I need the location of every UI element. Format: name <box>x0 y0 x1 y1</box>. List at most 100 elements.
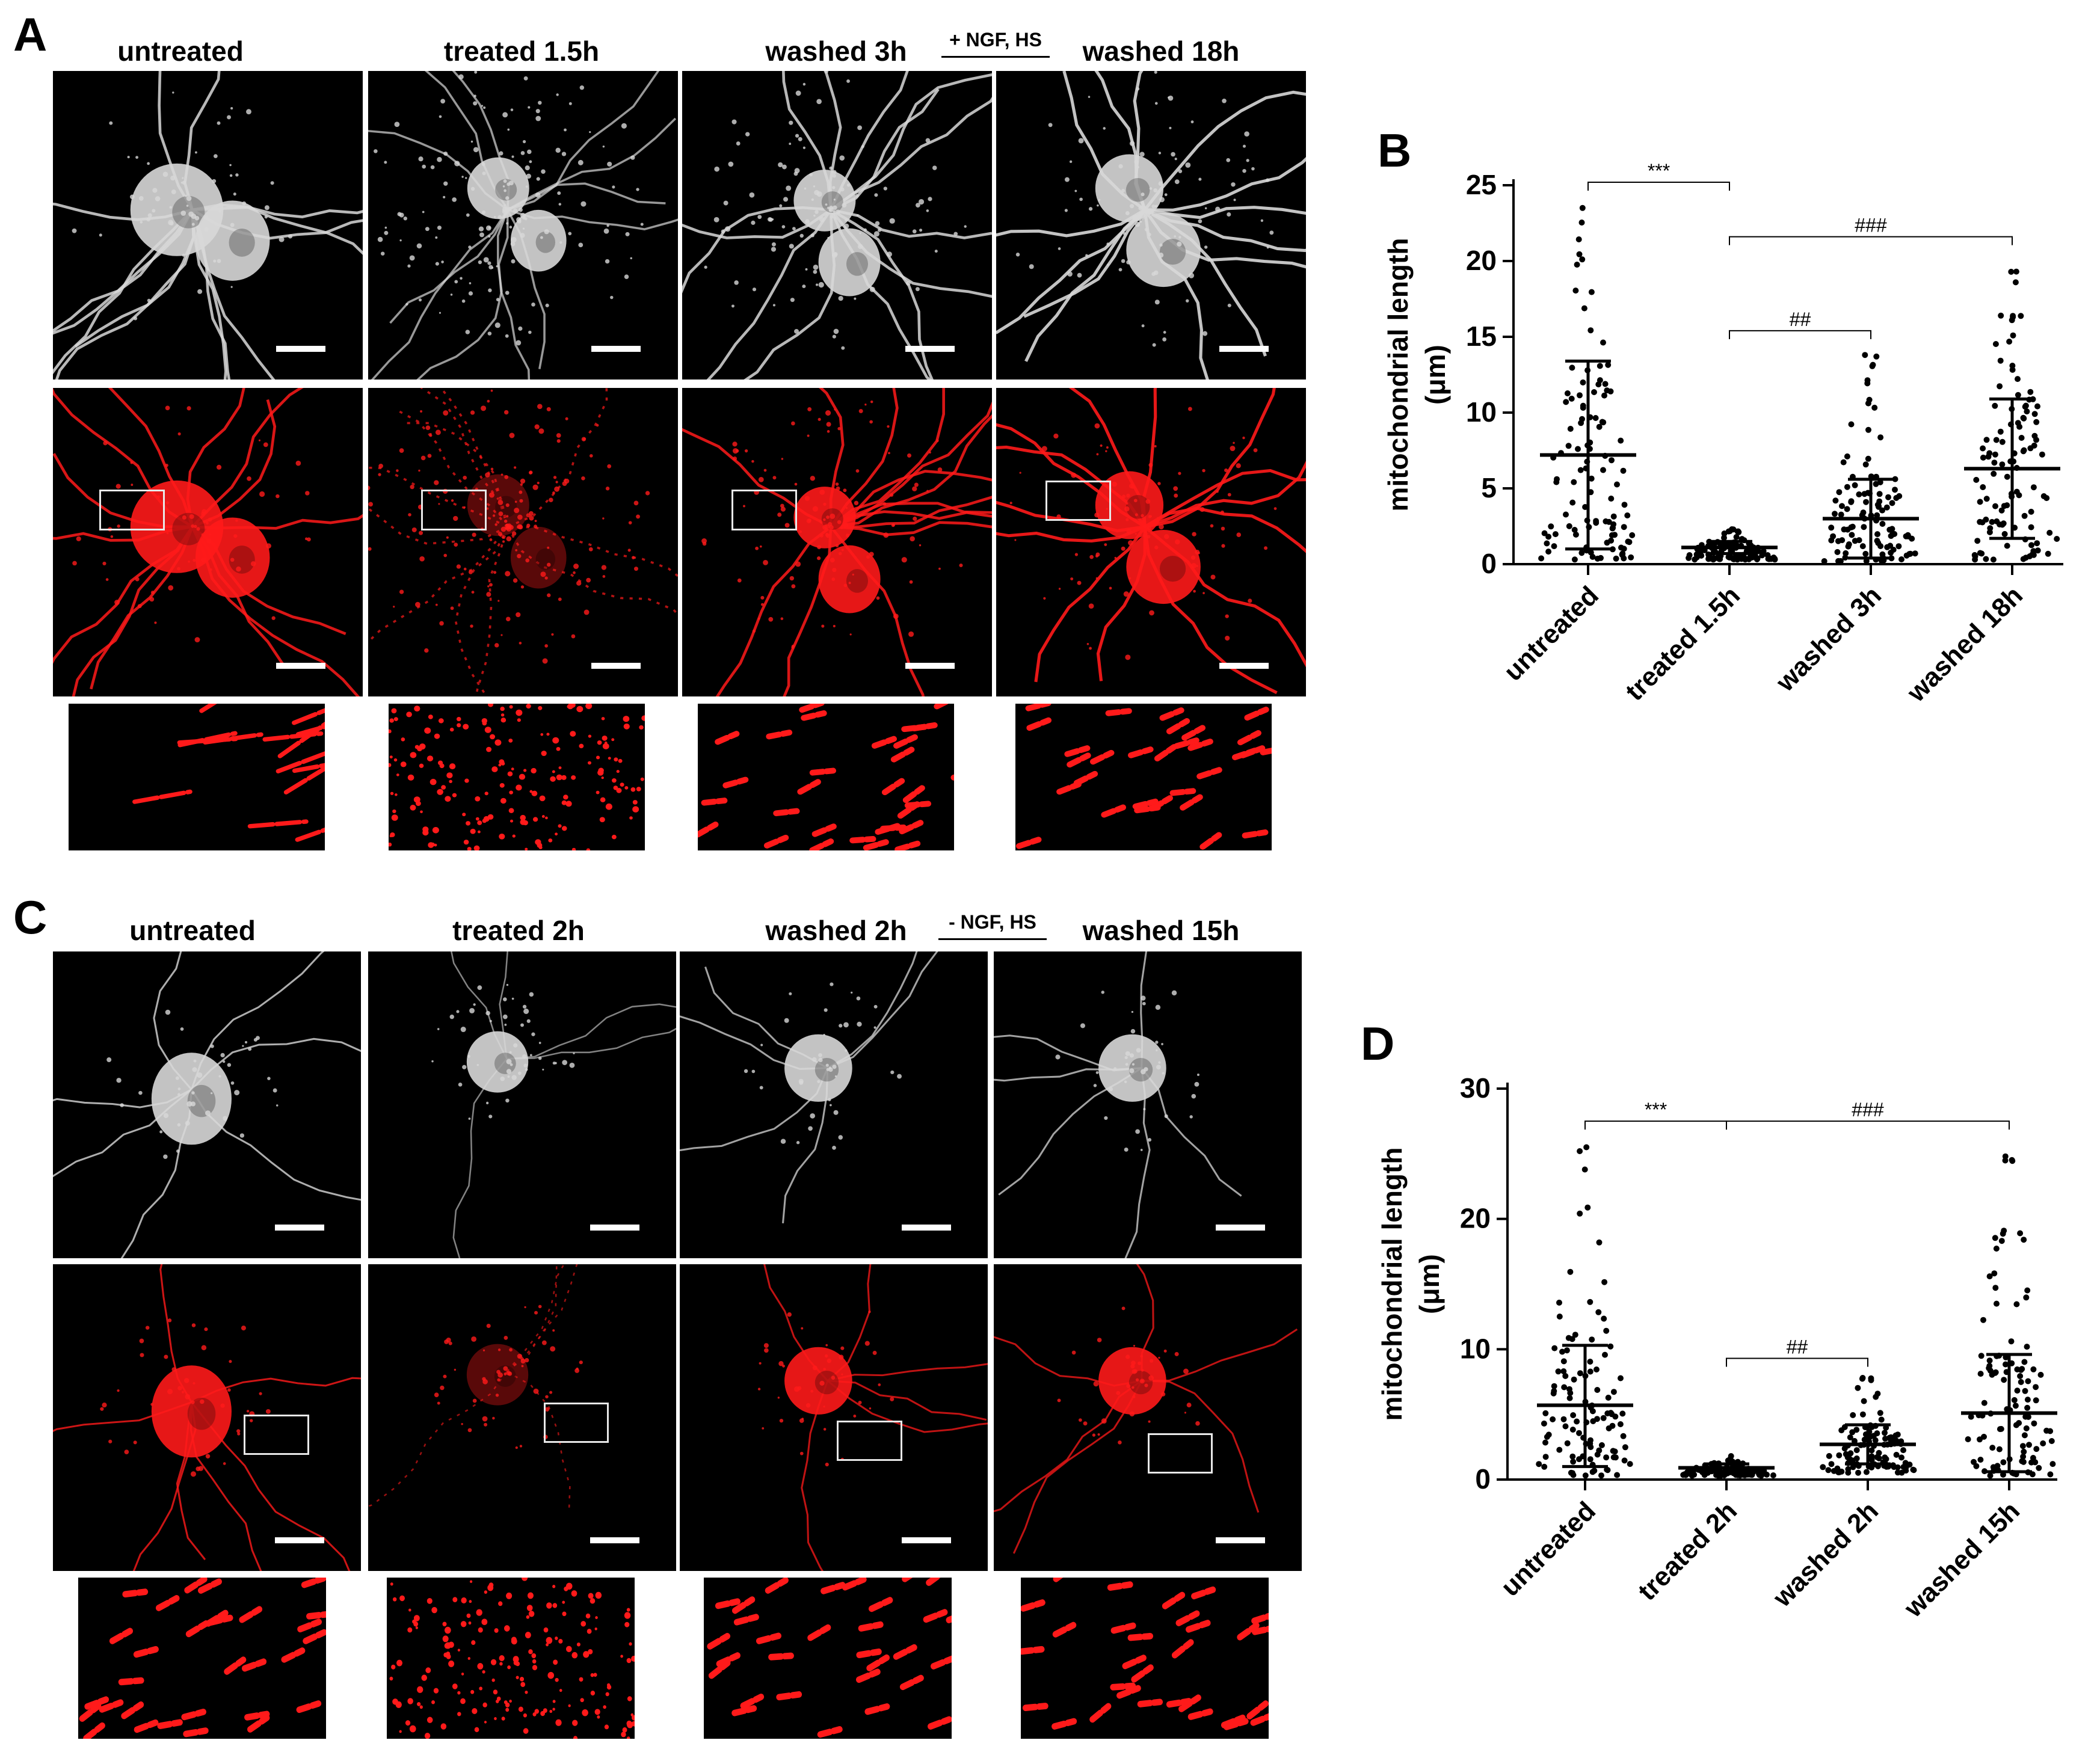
data-point <box>1571 1376 1577 1383</box>
data-point <box>1600 419 1607 426</box>
y-axis-label: mitochondrial length (μm) <box>1382 238 1451 512</box>
data-point <box>1596 423 1603 430</box>
data-point <box>1836 1452 1843 1458</box>
data-point <box>1562 1423 1569 1430</box>
data-point <box>2054 536 2060 542</box>
data-point <box>1569 1427 1576 1433</box>
data-point <box>1614 481 1620 488</box>
data-point <box>2003 1361 2009 1368</box>
data-point <box>1695 550 1701 557</box>
data-point <box>1730 526 1737 533</box>
data-point <box>2019 1366 2025 1372</box>
data-point <box>1579 256 1586 263</box>
data-point <box>2034 540 2040 547</box>
data-point <box>1989 518 1995 525</box>
data-point <box>2013 1301 2020 1308</box>
panel-letter-c: C <box>13 891 48 944</box>
data-point <box>1749 1472 1755 1478</box>
data-point <box>1568 1469 1574 1476</box>
data-point <box>1734 556 1741 563</box>
data-point <box>1556 1314 1563 1320</box>
data-point <box>1567 426 1574 432</box>
scatter-plot-d: 0 10 20 30 mitochondrial length (μm) untreated… <box>1376 1072 2057 1623</box>
data-point <box>1904 532 1911 538</box>
data-point <box>1998 1238 2005 1244</box>
data-point <box>1580 405 1586 411</box>
col-title-a-0: untreated <box>117 35 244 67</box>
data-point <box>1851 1437 1858 1444</box>
data-point <box>2028 542 2034 549</box>
data-point <box>1871 404 1878 411</box>
data-point <box>1852 482 1858 488</box>
data-point <box>1578 550 1585 556</box>
data-point <box>2040 493 2047 499</box>
data-point <box>2009 363 2016 369</box>
data-point <box>1589 553 1596 560</box>
data-point <box>1569 1453 1576 1460</box>
data-point <box>1859 1411 1866 1418</box>
data-point <box>1832 497 1839 504</box>
data-point <box>1877 434 1884 441</box>
data-point <box>1820 1464 1826 1471</box>
scale-bar <box>591 662 641 669</box>
data-point <box>1996 1446 2003 1452</box>
y-tick-label: 5 <box>1481 472 1497 503</box>
data-point <box>1628 554 1634 561</box>
data-point <box>1606 1425 1612 1431</box>
y-tick-label: 20 <box>1460 1203 1491 1234</box>
data-point <box>1893 1451 1900 1458</box>
data-point <box>1865 426 1871 433</box>
data-point <box>2039 451 2045 458</box>
grid-a-image-r1-c3 <box>996 388 1306 696</box>
data-point <box>1572 531 1579 538</box>
data-point <box>1836 489 1843 496</box>
data-point <box>2024 1404 2031 1411</box>
grid-c-image-r1-c1 <box>368 1264 676 1571</box>
data-point <box>1752 552 1758 559</box>
grid-c-image-r0-c1 <box>368 951 676 1258</box>
data-point <box>1621 1457 1628 1464</box>
scale-bar <box>1219 345 1269 352</box>
data-point <box>1618 437 1624 444</box>
data-point <box>1587 1359 1593 1365</box>
data-point <box>1619 1410 1626 1417</box>
data-point <box>1629 532 1636 538</box>
data-point <box>2033 437 2039 443</box>
data-point <box>1568 395 1575 402</box>
grid-a-inset-2 <box>698 704 954 850</box>
data-point <box>1873 1394 1879 1400</box>
data-point <box>1591 1468 1598 1474</box>
scale-bar <box>591 345 641 352</box>
x-tick-label: untreated <box>1498 580 1604 686</box>
data-point <box>1590 1418 1597 1424</box>
data-point <box>1983 437 1990 443</box>
data-point <box>1989 1445 1996 1451</box>
data-point <box>1589 1336 1595 1343</box>
data-point <box>1911 1467 1917 1474</box>
condition-note-c: - NGF, HS <box>938 911 1047 940</box>
data-point <box>1607 388 1614 395</box>
scale-bar <box>276 662 326 669</box>
data-point <box>1862 461 1869 468</box>
scale-bar <box>1215 1225 1265 1231</box>
data-point <box>1603 518 1609 524</box>
data-point <box>1536 1461 1542 1468</box>
col-title-c-1: treated 2h <box>452 915 585 946</box>
data-point <box>2018 435 2025 441</box>
data-point <box>1587 1444 1594 1450</box>
data-point <box>2047 1471 2054 1478</box>
data-point <box>1849 532 1855 538</box>
grid-c-inset-3 <box>1021 1578 1269 1739</box>
scale-bar <box>905 662 955 669</box>
x-tick-label: washed 18h <box>1901 580 2028 708</box>
data-point <box>1591 389 1597 395</box>
data-point <box>1604 1466 1610 1473</box>
data-point <box>1879 551 1886 558</box>
data-point <box>1868 1377 1874 1383</box>
x-tick-label: washed 3h <box>1770 580 1887 697</box>
data-point <box>2028 524 2034 530</box>
data-point <box>1992 503 1998 509</box>
data-point <box>1572 287 1579 294</box>
data-point <box>1593 520 1600 526</box>
data-point <box>2047 1428 2054 1434</box>
